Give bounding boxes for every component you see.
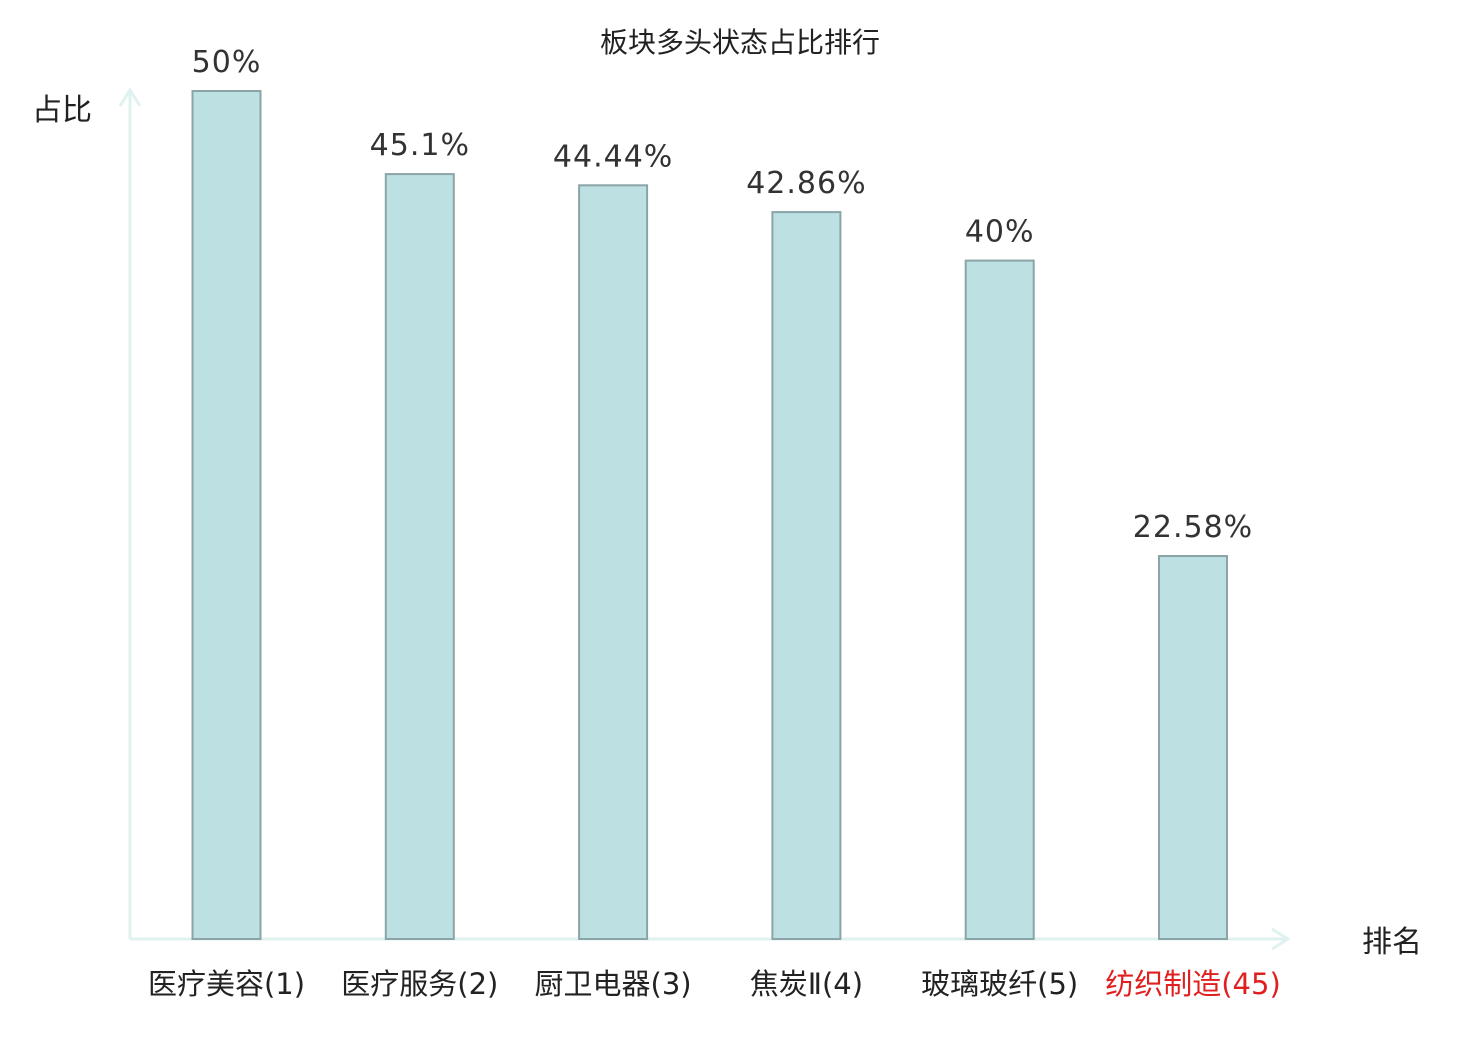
value-labels-group: 50% 45.1% 44.44% 42.86% 40% 22.58% <box>192 45 1253 545</box>
bar-5 <box>964 259 1035 941</box>
chart-title: 板块多头状态占比排行 <box>600 26 880 59</box>
category-labels-group: 医疗美容(1) 医疗服务(2) 厨卫电器(3) 焦炭Ⅱ(4) 玻璃玻纤(5) 纺织制造(4… <box>148 967 1281 1001</box>
y-axis-label: 占比 <box>32 93 92 128</box>
bar-4 <box>771 211 842 940</box>
value-label-2: 45.1% <box>370 128 470 163</box>
value-label-1: 50% <box>192 45 262 80</box>
axes <box>118 87 1291 951</box>
value-label-3: 44.44% <box>553 139 673 174</box>
x-axis-label: 排名 <box>1362 925 1422 960</box>
y-axis-arrow-icon <box>118 87 142 107</box>
bar-1 <box>191 90 262 940</box>
bars-group <box>191 90 1228 941</box>
category-label-3: 厨卫电器(3) <box>535 967 692 1001</box>
x-axis-arrow-icon <box>1271 927 1291 951</box>
bar-6 <box>1158 555 1228 940</box>
category-label-5: 玻璃玻纤(5) <box>921 967 1078 1001</box>
category-label-2: 医疗服务(2) <box>341 967 498 1001</box>
value-label-5: 40% <box>965 215 1035 250</box>
category-label-1: 医疗美容(1) <box>148 967 305 1001</box>
value-label-6: 22.58% <box>1133 510 1253 545</box>
bar-3 <box>578 184 649 940</box>
category-label-4: 焦炭Ⅱ(4) <box>750 967 863 1001</box>
bar-2 <box>384 173 455 940</box>
value-label-4: 42.86% <box>746 166 866 201</box>
category-label-6: 纺织制造(45) <box>1105 967 1281 1001</box>
